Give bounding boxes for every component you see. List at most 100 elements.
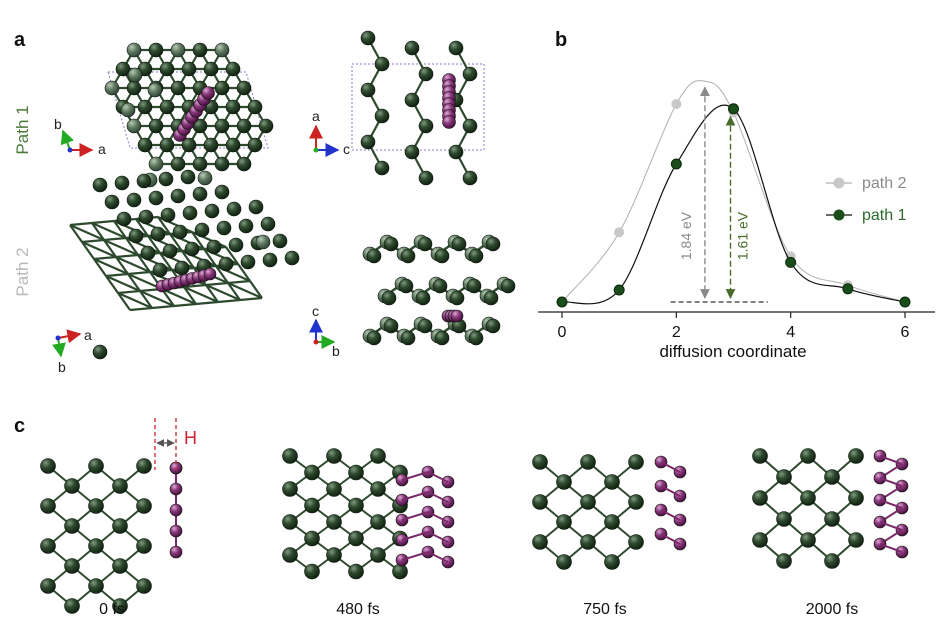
atom — [360, 30, 376, 46]
atom — [304, 464, 320, 481]
bond — [169, 233, 183, 252]
atom — [216, 220, 232, 236]
atom — [262, 252, 278, 268]
atom — [404, 92, 420, 108]
atom — [192, 156, 208, 172]
atom — [236, 118, 252, 134]
row-label-path1: Path 1 — [13, 105, 32, 154]
atom — [580, 454, 596, 470]
atom — [366, 330, 382, 346]
bond — [151, 304, 175, 310]
atom — [449, 290, 465, 306]
structure-path1-top-view — [104, 42, 274, 188]
atom — [326, 481, 342, 497]
bond — [660, 533, 681, 545]
bond — [69, 224, 83, 243]
atom — [136, 498, 152, 514]
data-point-path1 — [556, 296, 568, 308]
bond — [227, 281, 263, 300]
x-tick-label: 0 — [558, 324, 567, 341]
atom — [381, 290, 397, 306]
atom — [417, 318, 433, 334]
atom — [532, 494, 548, 510]
atom — [40, 538, 56, 554]
bond — [239, 296, 263, 302]
atom — [383, 318, 399, 334]
atom — [184, 241, 200, 257]
atom — [112, 558, 128, 574]
axis-label-a: a — [84, 327, 92, 343]
atom — [148, 190, 164, 206]
time-label-2: 750 fs — [583, 601, 627, 618]
atom — [247, 99, 263, 115]
atom — [824, 553, 840, 569]
atom — [148, 156, 164, 172]
atom — [752, 490, 768, 506]
bond — [113, 220, 127, 239]
axis-label-c: c — [312, 303, 319, 319]
atom — [225, 137, 241, 153]
atom — [214, 118, 230, 134]
structure-path2-top-view — [69, 169, 300, 360]
md-snapshot-0fs — [40, 458, 183, 614]
atom — [194, 222, 210, 238]
atom — [64, 478, 80, 494]
axis-label-b: b — [58, 359, 66, 375]
axis-triad-r2-left: a b — [52, 327, 92, 375]
atom — [126, 192, 142, 208]
atom — [159, 137, 175, 153]
bond — [117, 289, 141, 295]
atom — [92, 344, 108, 360]
atom — [197, 170, 213, 186]
bond — [427, 471, 449, 483]
data-point-path1 — [842, 283, 854, 295]
atom — [214, 156, 230, 172]
series-line-path1 — [561, 104, 906, 305]
atom — [104, 80, 120, 96]
bond — [183, 286, 197, 305]
atom — [776, 553, 792, 569]
atom — [40, 458, 56, 474]
atom — [604, 474, 620, 490]
atom — [556, 514, 572, 530]
bond — [105, 275, 119, 294]
atom — [824, 469, 840, 485]
bond — [139, 289, 175, 308]
atom — [383, 236, 399, 252]
atom — [104, 194, 120, 210]
atom — [248, 199, 264, 215]
bond — [183, 285, 219, 304]
barrier-label-path1: 1.61 eV — [735, 211, 751, 260]
atom — [182, 205, 198, 221]
atom — [580, 494, 596, 510]
atom — [800, 490, 816, 506]
axis-triad-r2-right: c b — [309, 303, 340, 359]
bond — [879, 499, 903, 509]
atom — [206, 239, 222, 255]
bond — [401, 551, 429, 561]
panel-label-a: a — [14, 29, 26, 51]
atom — [160, 207, 176, 223]
atom — [115, 61, 131, 77]
atom — [400, 248, 416, 264]
atom — [255, 234, 271, 250]
atom — [128, 228, 144, 244]
atom — [824, 511, 840, 527]
atom — [88, 578, 104, 594]
bond — [159, 252, 173, 271]
atom — [138, 209, 154, 225]
atom — [258, 118, 274, 134]
atom — [628, 494, 644, 510]
atom — [169, 545, 183, 559]
atom — [400, 330, 416, 346]
bond — [81, 240, 117, 259]
atom — [114, 175, 130, 191]
bond — [93, 255, 117, 261]
x-axis-label: diffusion coordinate — [659, 342, 806, 361]
row-label-path2: Path 2 — [13, 247, 32, 296]
legend-label: path 2 — [862, 175, 907, 192]
atom — [260, 216, 276, 232]
md-snapshot-2000fs — [752, 448, 909, 569]
atom — [204, 203, 220, 219]
atom — [137, 99, 153, 115]
